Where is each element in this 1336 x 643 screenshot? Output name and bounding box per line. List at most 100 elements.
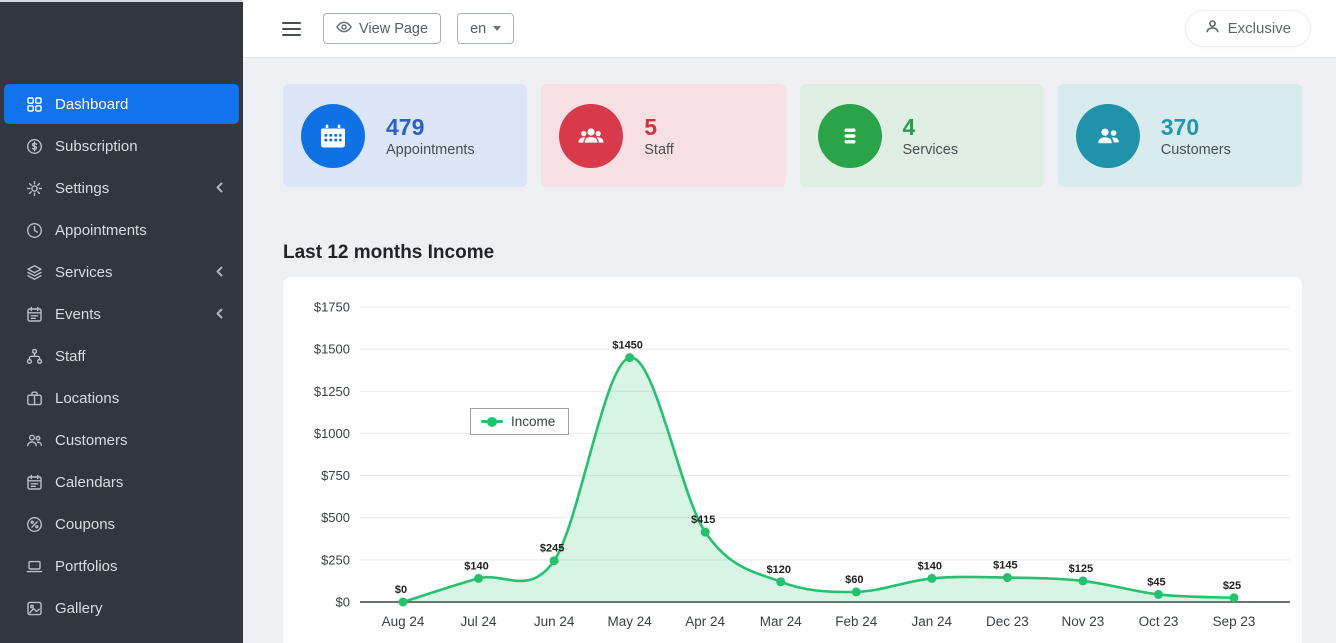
sidebar-item-portfolios[interactable]: Portfolios (4, 546, 239, 586)
sidebar-item-label: Settings (55, 179, 110, 197)
chart-point[interactable] (776, 577, 786, 587)
clock-icon (26, 222, 43, 239)
sidebar-item-gallery[interactable]: Gallery (4, 588, 239, 628)
sidebar-item-label: Coupons (55, 515, 116, 533)
stat-card-appointments[interactable]: 479 Appointments (283, 84, 528, 187)
chart-value-label: $25 (1223, 580, 1241, 592)
chart-point[interactable] (474, 573, 484, 583)
stat-text: 479 Appointments (386, 114, 475, 158)
chart-area-fill (403, 357, 1234, 602)
dashboard-content: 479 Appointments 5 Staff 4 (243, 58, 1336, 643)
stat-text: 370 Customers (1161, 114, 1231, 158)
chart-point[interactable] (851, 587, 861, 597)
sidebar-nav: Dashboard Subscription Settings Appointm… (0, 2, 243, 628)
chart-point[interactable] (1229, 593, 1239, 603)
calendar-icon (26, 306, 43, 323)
sidebar-item-calendars[interactable]: Calendars (4, 462, 239, 502)
y-tick-label: $1500 (314, 342, 350, 357)
sidebar-item-label: Subscription (55, 137, 138, 155)
x-tick-label: Jun 24 (534, 614, 575, 629)
stat-text: 4 Services (903, 114, 959, 158)
list-icon (817, 103, 882, 168)
y-tick-label: $250 (321, 552, 350, 567)
chart-section-title: Last 12 months Income (283, 242, 495, 263)
chart-value-label: $1450 (612, 340, 643, 352)
x-tick-label: Aug 24 (382, 614, 425, 629)
chart-point[interactable] (398, 597, 408, 607)
sidebar-item-coupons[interactable]: Coupons (4, 504, 239, 544)
stat-card-staff[interactable]: 5 Staff (541, 84, 786, 187)
user-icon (1205, 19, 1220, 38)
income-area-chart[interactable]: $0 $250 $500 $750 $1000 $1250 $1500 $1750 $0 Aug … (283, 277, 1302, 643)
chart-value-label: $125 (1069, 563, 1093, 575)
sidebar-item-dashboard[interactable]: Dashboard (4, 84, 239, 124)
view-page-button[interactable]: View Page (323, 13, 442, 44)
chart-value-label: $140 (464, 560, 488, 572)
language-dropdown[interactable]: en (457, 13, 515, 44)
chart-point[interactable] (1002, 573, 1012, 583)
y-tick-label: $1750 (314, 300, 350, 315)
sidebar-item-label: Locations (55, 389, 120, 407)
laptop-icon (26, 558, 43, 575)
sidebar-item-appointments[interactable]: Appointments (4, 210, 239, 250)
hamburger-menu-icon[interactable] (282, 18, 301, 40)
x-tick-label: Mar 24 (760, 614, 803, 629)
chart-point[interactable] (927, 573, 937, 583)
sidebar-item-label: Portfolios (55, 557, 118, 575)
x-tick-label: Jul 24 (461, 614, 498, 629)
sidebar: Dashboard Subscription Settings Appointm… (0, 0, 243, 643)
people-icon (26, 432, 43, 449)
calendar-icon (26, 474, 43, 491)
image-icon (26, 600, 43, 617)
hierarchy-icon (26, 348, 43, 365)
chevron-left-icon (214, 180, 225, 197)
x-tick-label: Apr 24 (685, 614, 725, 629)
chart-value-label: $245 (540, 543, 564, 555)
sidebar-item-label: Events (55, 305, 101, 323)
stat-card-customers[interactable]: 370 Customers (1057, 84, 1302, 187)
stat-value: 479 (386, 113, 425, 140)
sidebar-item-label: Appointments (55, 221, 147, 239)
chart-point[interactable] (625, 353, 635, 363)
chart-point[interactable] (1153, 589, 1163, 599)
dollar-circle-icon (26, 138, 43, 155)
chart-legend[interactable]: Income (470, 408, 570, 435)
sidebar-item-settings[interactable]: Settings (4, 168, 239, 208)
stat-value: 5 (644, 113, 658, 140)
stat-label: Services (902, 141, 959, 158)
chart-point[interactable] (549, 556, 559, 566)
chart-value-label: $140 (918, 560, 942, 572)
sidebar-item-label: Services (55, 263, 113, 281)
x-tick-label: Jan 24 (912, 614, 953, 629)
chart-point[interactable] (1078, 576, 1088, 586)
view-page-label: View Page (359, 20, 429, 37)
layers-icon (26, 264, 43, 281)
calendar-icon (301, 103, 365, 168)
chevron-down-icon (493, 26, 502, 31)
x-tick-label: May 24 (607, 614, 652, 629)
sidebar-item-events[interactable]: Events (4, 294, 239, 334)
sidebar-item-subscription[interactable]: Subscription (4, 126, 239, 166)
gear-icon (26, 180, 43, 197)
chart-point[interactable] (700, 527, 710, 537)
x-tick-label: Sep 23 (1213, 614, 1256, 629)
x-tick-label: Oct 23 (1139, 614, 1179, 629)
y-tick-label: $1250 (314, 384, 350, 399)
account-button[interactable]: Exclusive (1184, 10, 1311, 47)
stat-card-services[interactable]: 4 Services (799, 84, 1044, 187)
sidebar-item-locations[interactable]: Locations (4, 378, 239, 418)
stat-text: 5 Staff (644, 114, 674, 158)
sidebar-item-customers[interactable]: Customers (4, 420, 239, 460)
chart-value-label: $60 (845, 574, 863, 586)
chart-line (401, 356, 1236, 604)
account-label: Exclusive (1227, 20, 1291, 37)
sidebar-item-services[interactable]: Services (4, 252, 239, 292)
chart-value-label: $45 (1147, 576, 1165, 588)
group-icon (559, 103, 624, 168)
stat-value: 370 (1160, 113, 1200, 140)
sidebar-item-staff[interactable]: Staff (4, 336, 239, 376)
chart-value-label: $120 (766, 564, 790, 576)
percent-icon (26, 516, 43, 533)
x-tick-label: Nov 23 (1062, 614, 1105, 629)
chart-value-label: $0 (395, 584, 407, 596)
